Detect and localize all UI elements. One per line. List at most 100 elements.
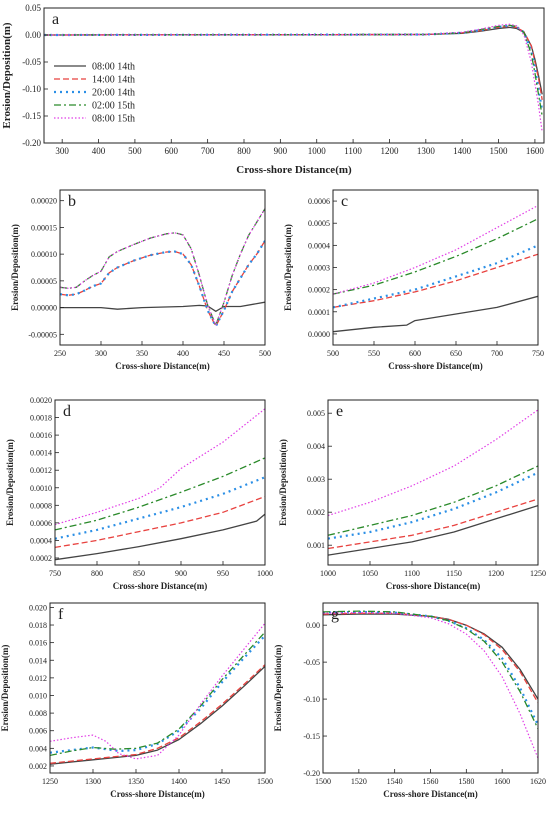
series-line-e-2: [328, 471, 538, 540]
x-axis-label: Cross-shore Distance(m): [236, 164, 352, 176]
panel-e: 1000 1050 1100 1150 1200 1250 0.001 0.002 0.003 0…: [278, 399, 546, 591]
x-tick-label: 1100: [344, 146, 362, 156]
series-line-e-4: [328, 409, 538, 517]
y-tick-label: 0.0018: [30, 414, 52, 423]
panel-label-a: a: [52, 11, 59, 28]
y-tick-label: 0.005: [307, 409, 325, 418]
x-tick-label: 1000: [257, 569, 273, 578]
panel-c: 500 550 600 650 700 750 0.0000 0.0001 0.0002 0.00…: [283, 189, 544, 371]
panel-label-b: b: [68, 193, 76, 210]
y-tick-label: 0.002: [29, 762, 47, 771]
x-tick-label: 500: [327, 349, 339, 358]
x-tick-label: 550: [368, 349, 380, 358]
series-line-d-0: [55, 513, 265, 561]
panel-a: 300 400 500 600 700 800 900 1000 1100 1200 1300 140…: [1, 3, 545, 176]
y-tick-label: 0.05: [25, 3, 41, 13]
x-tick-label: 700: [491, 349, 503, 358]
series-line-g-0: [323, 613, 538, 700]
x-tick-label: 1520: [351, 777, 367, 786]
series-line-c-1: [333, 253, 538, 309]
y-axis-label: Erosion/Deposition(m): [283, 224, 293, 311]
y-tick-label: 0.00005: [31, 277, 57, 286]
y-tick-label: 0.00015: [31, 223, 57, 232]
y-tick-label: 0.002: [307, 508, 325, 517]
y-tick-label: 0.0010: [30, 484, 52, 493]
x-tick-label: 1600: [494, 777, 510, 786]
x-tick-label: 1350: [128, 777, 144, 786]
y-tick-label: 0.012: [29, 674, 47, 683]
y-tick-label: 0.008: [29, 709, 47, 718]
x-tick-label: 500: [259, 349, 271, 358]
x-axis-label: Cross-shore Distance(m): [115, 361, 209, 371]
x-tick-label: 700: [201, 146, 215, 156]
series-line-c-2: [333, 244, 538, 309]
y-axis-label: Erosion/Deposition(m): [0, 645, 10, 732]
y-tick-label: 0.00: [25, 30, 41, 40]
x-tick-label: 1560: [423, 777, 439, 786]
y-tick-label: -0.20: [303, 769, 320, 778]
x-tick-label: 350: [136, 349, 148, 358]
y-tick-label: -0.05: [22, 57, 41, 67]
x-tick-label: 300: [95, 349, 107, 358]
legend-entry-1: 14:00 14th: [92, 75, 135, 86]
y-tick-label: 0.016: [29, 639, 47, 648]
series-line-g-4: [323, 611, 538, 759]
y-tick-label: 0.020: [29, 603, 47, 612]
x-tick-label: 900: [175, 569, 187, 578]
series-line-e-1: [328, 498, 538, 550]
y-tick-label: 0.00020: [31, 197, 57, 206]
x-axis-label: Cross-shore Distance(m): [110, 789, 204, 799]
y-tick-label: -0.10: [22, 84, 41, 94]
x-axis-label: Cross-shore Distance(m): [113, 581, 207, 591]
panel-f: 1250 1300 1350 1400 1450 1500 0.002 0.004 0.006 0…: [0, 602, 273, 799]
series-line-f-1: [50, 664, 265, 764]
y-tick-label: 0.0014: [30, 449, 52, 458]
x-tick-label: 600: [409, 349, 421, 358]
x-tick-label: 300: [55, 146, 69, 156]
panel-d: 750 800 850 900 950 1000 0.0002 0.0004 0.0006 0.0…: [5, 396, 273, 591]
y-tick-label: 0.0004: [308, 241, 330, 250]
x-tick-label: 750: [49, 569, 61, 578]
y-tick-label: 0.0000: [308, 330, 330, 339]
x-tick-label: 1400: [453, 146, 472, 156]
x-axis-label: Cross-shore Distance(m): [388, 361, 482, 371]
x-tick-label: 650: [450, 349, 462, 358]
y-tick-label: -0.20: [22, 138, 41, 148]
plot-frame-b: [59, 189, 266, 346]
y-axis-label: Erosion/Deposition(m): [273, 645, 283, 732]
series-line-f-3: [50, 631, 265, 757]
plot-frame-a: [43, 7, 545, 144]
x-tick-label: 1620: [530, 777, 546, 786]
series-line-b-0: [60, 301, 265, 312]
panel-b: 250 300 350 400 450 500 -0.00005 0.00000 0.00005…: [10, 189, 271, 371]
x-tick-label: 400: [92, 146, 106, 156]
x-tick-label: 750: [532, 349, 544, 358]
series-line-g-2: [323, 610, 538, 726]
series-line-d-4: [55, 408, 265, 526]
y-axis-label: Erosion/Deposition(m): [1, 22, 13, 128]
y-tick-label: 0.0003: [308, 264, 330, 273]
x-tick-label: 1000: [308, 146, 327, 156]
y-tick-label: 0.001: [307, 541, 325, 550]
y-tick-label: 0.010: [29, 691, 47, 700]
y-tick-label: 0.0004: [30, 536, 52, 545]
x-tick-label: 1250: [42, 777, 58, 786]
x-tick-label: 1540: [387, 777, 403, 786]
x-tick-label: 950: [217, 569, 229, 578]
y-tick-label: -0.15: [22, 111, 41, 121]
series-line-a-3: [44, 24, 543, 117]
x-tick-label: 1300: [417, 146, 436, 156]
series-line-g-1: [323, 612, 538, 704]
series-line-b-3: [60, 208, 265, 326]
x-tick-label: 900: [274, 146, 288, 156]
panel-label-g: g: [331, 606, 339, 623]
y-tick-label: 0.0012: [30, 466, 52, 475]
plot-frame-c: [332, 189, 539, 346]
y-axis-label: Erosion/Deposition(m): [278, 439, 288, 526]
panel-g: 1500 1520 1540 1560 1580 1600 1620 -0.20 -0.15 -0…: [273, 602, 546, 799]
series-line-g-3: [323, 610, 538, 729]
x-tick-label: 1500: [490, 146, 509, 156]
y-tick-label: 0.004: [29, 744, 47, 753]
y-tick-label: 0.0001: [308, 308, 330, 317]
series-line-c-3: [333, 218, 538, 295]
